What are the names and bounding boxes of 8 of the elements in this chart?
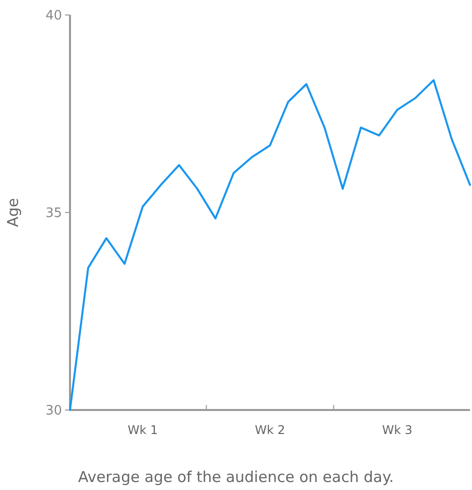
y-tick-label: 30	[45, 404, 62, 419]
y-tick-label: 35	[45, 206, 62, 222]
y-tick-label: 40	[45, 8, 62, 24]
y-axis-title: Age	[4, 198, 22, 228]
x-tick-label: Wk 3	[382, 423, 412, 437]
x-tick-label: Wk 1	[128, 423, 158, 437]
text: Average age of the audience on each day.	[78, 468, 394, 486]
x-tick-label: Wk 2	[254, 423, 286, 437]
